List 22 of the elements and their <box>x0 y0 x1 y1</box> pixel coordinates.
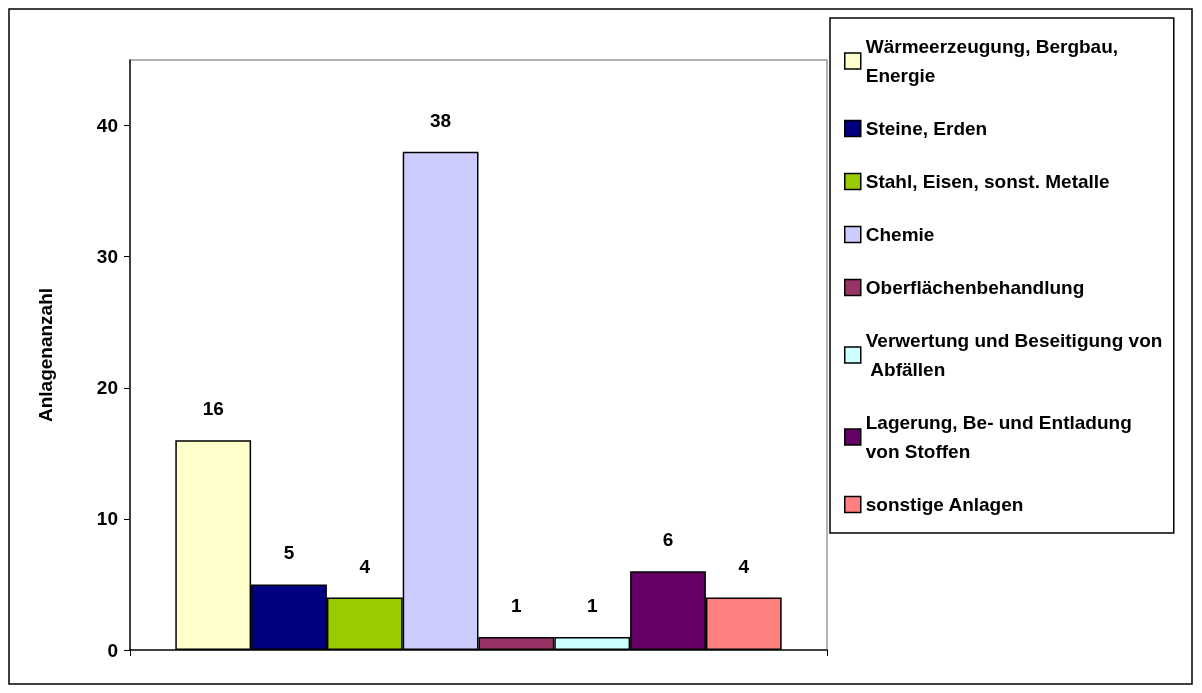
y-tick-label: 20 <box>96 377 118 399</box>
data-label: 16 <box>202 398 224 420</box>
legend-label: Wärmeerzeugung, Bergbau, Energie <box>865 36 1124 86</box>
data-label: 5 <box>283 542 295 564</box>
y-tick-label: 0 <box>107 639 118 661</box>
data-label: 6 <box>662 529 674 551</box>
legend-label: Oberflächenbehandlung <box>865 277 1085 298</box>
legend-label: Chemie <box>865 224 935 245</box>
y-tick-label: 30 <box>96 246 118 268</box>
y-tick-label: 40 <box>96 115 118 137</box>
legend-label: Verwertung und Beseitigung von Abfällen <box>865 330 1163 380</box>
legend-label: sonstige Anlagen <box>865 494 1024 515</box>
y-tick-label: 10 <box>96 508 118 530</box>
data-label: 4 <box>359 555 371 577</box>
data-label: 38 <box>430 109 452 131</box>
y-axis-title: Anlagenanzahl <box>35 287 56 423</box>
data-label: 1 <box>586 594 598 616</box>
legend-label: Stahl, Eisen, sonst. Metalle <box>865 171 1110 192</box>
legend-label: Lagerung, Be- und Entladung von Stoffen <box>865 412 1138 462</box>
legend-label: Steine, Erden <box>865 118 988 139</box>
data-label: 1 <box>511 594 523 616</box>
data-label: 4 <box>738 555 750 577</box>
